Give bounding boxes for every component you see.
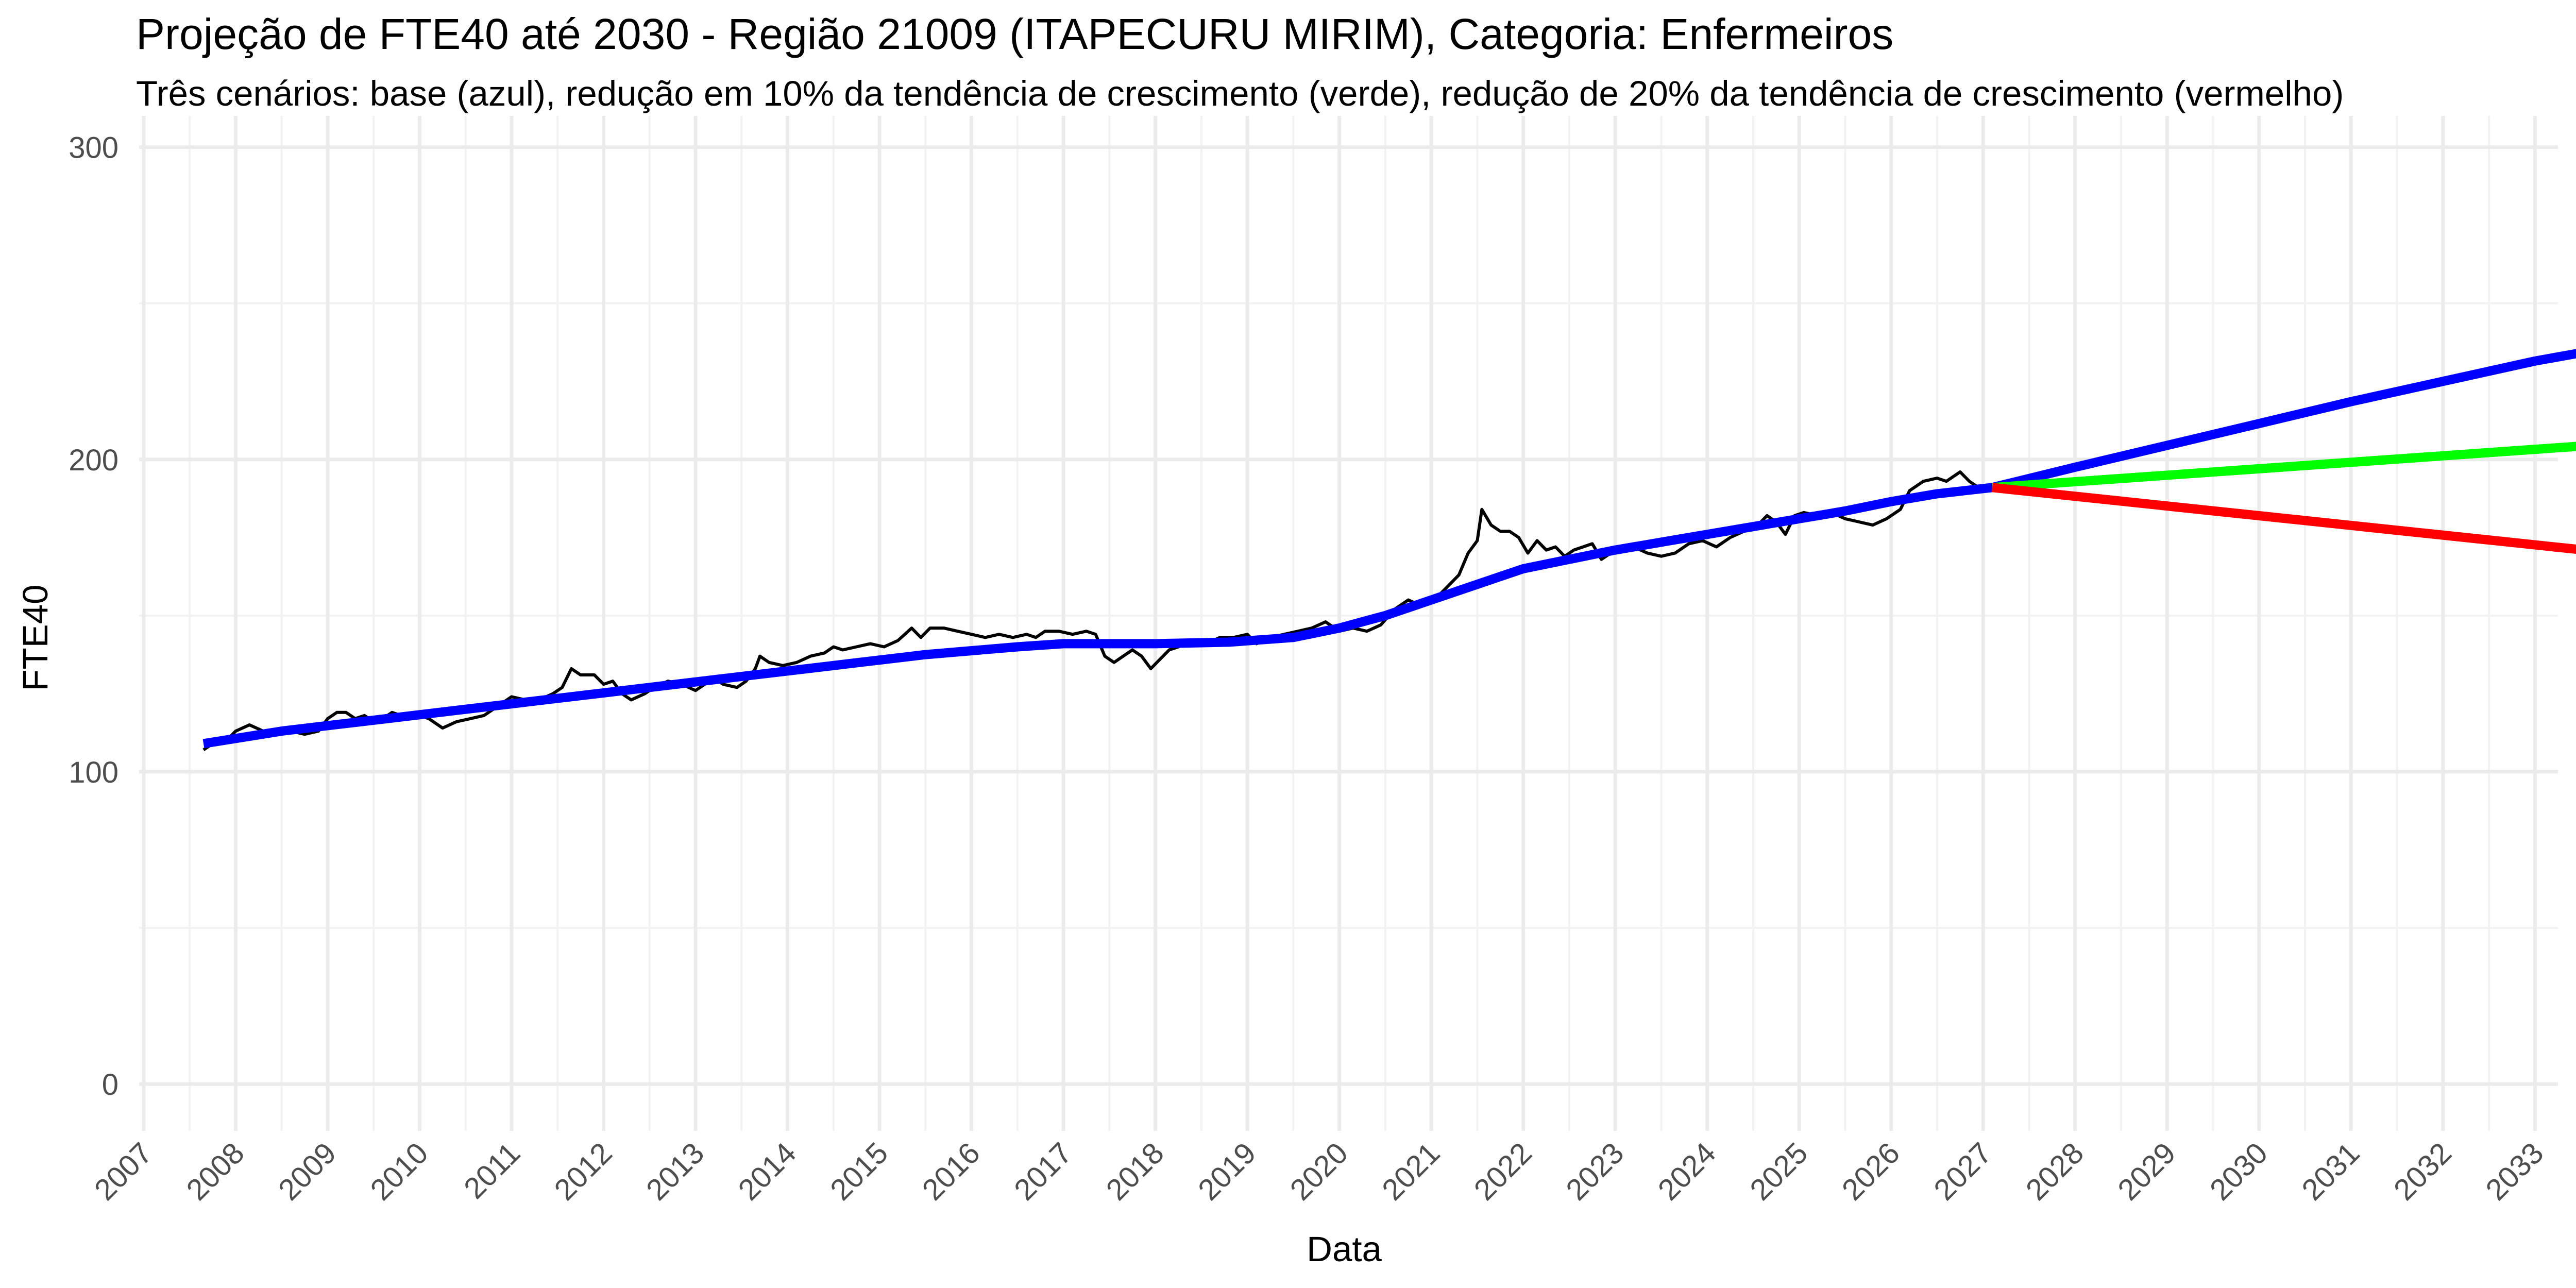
x-tick-label: 2030 <box>2204 1136 2274 1207</box>
x-tick-label: 2029 <box>2111 1136 2182 1207</box>
x-tick-label: 2017 <box>1008 1136 1078 1207</box>
x-tick-label: 2021 <box>1376 1136 1446 1207</box>
x-tick-label: 2012 <box>548 1136 619 1207</box>
x-tick-label: 2007 <box>88 1136 159 1207</box>
y-tick-label: 300 <box>69 131 118 165</box>
x-tick-label: 2010 <box>364 1136 434 1207</box>
series-line-4 <box>1992 483 2576 554</box>
x-tick-label: 2014 <box>732 1136 803 1207</box>
x-tick-label: 2033 <box>2479 1136 2550 1207</box>
x-tick-label: 2028 <box>2020 1136 2090 1207</box>
chart-title: Projeção de FTE40 até 2030 - Região 2100… <box>136 10 1894 58</box>
x-axis-title: Data <box>1307 1229 1382 1269</box>
y-tick-label: 200 <box>69 444 118 477</box>
y-axis-title: FTE40 <box>15 584 55 691</box>
x-tick-label: 2032 <box>2387 1136 2458 1207</box>
x-tick-label: 2011 <box>457 1136 527 1205</box>
y-axis-ticks: 0 100 200 300 <box>69 131 118 1101</box>
series-layer <box>202 349 2576 751</box>
chart-subtitle: Três cenários: base (azul), redução em 1… <box>136 74 2344 113</box>
x-tick-label: 2022 <box>1468 1136 1538 1207</box>
minor-grid <box>139 116 2558 1131</box>
x-tick-label: 2016 <box>916 1136 987 1207</box>
series-line-2 <box>202 349 2576 749</box>
x-tick-label: 2027 <box>1927 1136 1998 1207</box>
major-grid <box>139 116 2558 1131</box>
x-tick-label: 2009 <box>272 1136 343 1207</box>
x-axis-ticks: 2007 2008 2009 2010 2011 2012 2013 2014 2015 2016… <box>88 1136 2550 1207</box>
x-tick-label: 2013 <box>640 1136 710 1207</box>
x-tick-label: 2018 <box>1100 1136 1171 1207</box>
x-tick-label: 2008 <box>180 1136 250 1207</box>
x-tick-label: 2020 <box>1284 1136 1354 1207</box>
y-tick-label: 100 <box>69 756 118 789</box>
x-tick-label: 2026 <box>1836 1136 1906 1207</box>
x-tick-label: 2015 <box>824 1136 894 1207</box>
x-tick-label: 2019 <box>1192 1136 1262 1207</box>
series-line-3 <box>1992 442 2576 493</box>
x-tick-label: 2023 <box>1560 1136 1630 1207</box>
x-tick-label: 2025 <box>1743 1136 1814 1207</box>
y-tick-label: 0 <box>102 1068 118 1101</box>
x-tick-label: 2024 <box>1652 1136 1722 1207</box>
x-tick-label: 2031 <box>2295 1136 2366 1207</box>
